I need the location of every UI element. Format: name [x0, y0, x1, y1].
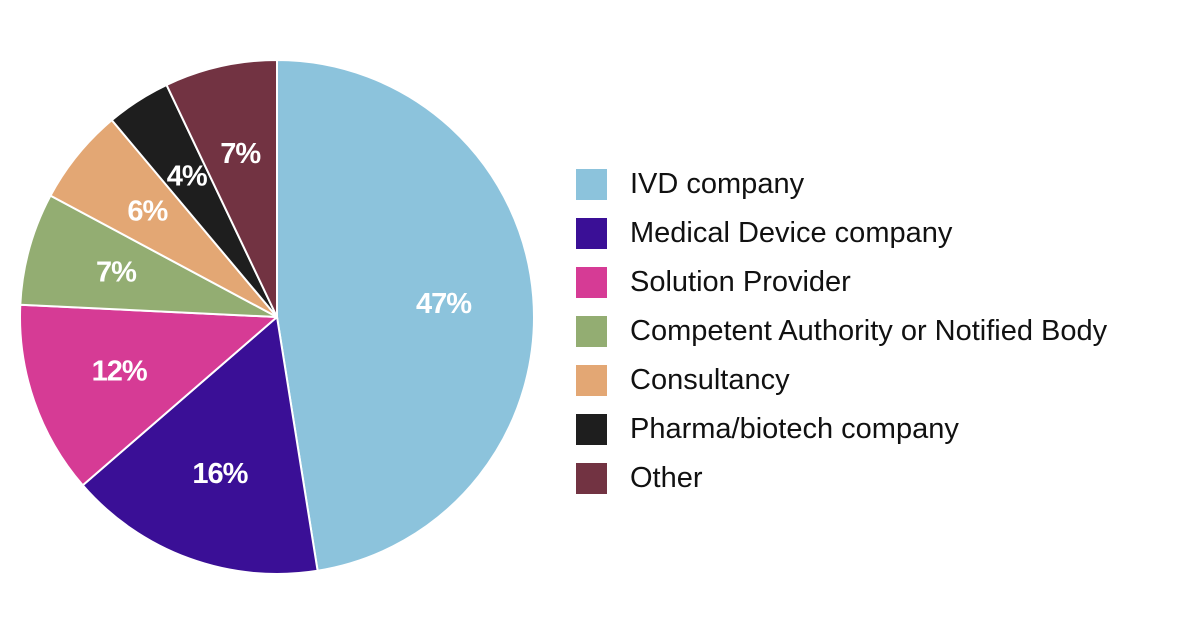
legend-swatch	[576, 316, 607, 347]
legend-label: Competent Authority or Notified Body	[630, 315, 1108, 347]
pie-slices	[19, 59, 535, 575]
legend-swatch	[576, 267, 607, 298]
pie-slice-solution-provider	[19, 303, 278, 487]
legend-item-pharma-biotech-company: Pharma/biotech company	[576, 405, 1107, 454]
legend-label: Other	[630, 462, 703, 494]
legend-swatch	[576, 218, 607, 249]
pie-value-label-pharma-biotech-company: 4%	[167, 160, 208, 192]
pie-value-label-other: 7%	[220, 138, 261, 170]
pie-slice-other	[165, 59, 278, 318]
legend-item-consultancy: Consultancy	[576, 356, 1107, 405]
legend-swatch	[576, 463, 607, 494]
legend-label: Pharma/biotech company	[630, 413, 959, 445]
legend-label: Consultancy	[630, 364, 790, 396]
pie-chart: 47% 16% 12% 7% 6% 4% 7%	[19, 59, 535, 575]
legend-item-ivd-company: IVD company	[576, 160, 1107, 209]
pie-value-labels: 47% 16% 12% 7% 6% 4% 7%	[92, 138, 474, 490]
legend-swatch	[576, 365, 607, 396]
pie-value-label-solution-provider: 12%	[92, 356, 148, 388]
pie-value-label-consultancy: 6%	[127, 196, 168, 228]
legend-item-competent-authority-or-notified-body: Competent Authority or Notified Body	[576, 307, 1107, 356]
chart-legend: IVD company Medical Device company Solutio…	[576, 160, 1107, 503]
pie-slice-competent-authority-or-notified-body	[19, 194, 278, 318]
legend-item-solution-provider: Solution Provider	[576, 258, 1107, 307]
pie-value-label-competent-authority-or-notified-body: 7%	[96, 256, 137, 288]
pie-value-label-medical-device-company: 16%	[192, 458, 248, 490]
pie-slice-ivd-company	[276, 59, 535, 572]
legend-item-medical-device-company: Medical Device company	[576, 209, 1107, 258]
legend-label: IVD company	[630, 168, 805, 200]
pie-slice-medical-device-company	[81, 316, 319, 575]
legend-swatch	[576, 169, 607, 200]
legend-swatch	[576, 414, 607, 445]
legend-label: Medical Device company	[630, 217, 953, 249]
legend-label: Solution Provider	[630, 266, 851, 298]
legend-item-other: Other	[576, 454, 1107, 503]
pie-value-label-ivd-company: 47%	[416, 288, 472, 320]
